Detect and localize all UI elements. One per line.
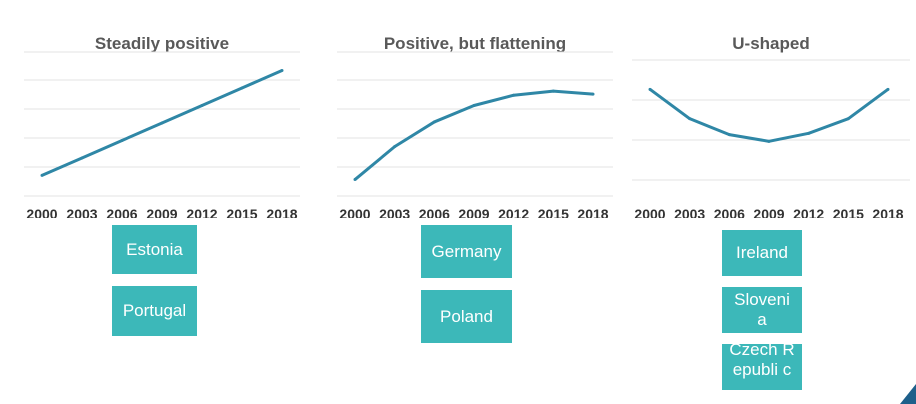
- data-point: [280, 69, 284, 73]
- chart-title: Steadily positive: [94, 34, 230, 53]
- data-point: [512, 93, 516, 97]
- x-tick-label: 2000: [26, 206, 58, 218]
- country-tag-portugal: Portugal: [112, 286, 197, 336]
- x-tick-label: 2006: [713, 206, 745, 218]
- x-tick-label: 2012: [498, 206, 530, 218]
- data-point: [353, 178, 357, 182]
- data-point: [80, 156, 84, 160]
- country-tag-ireland: Ireland: [722, 230, 802, 276]
- data-point: [551, 89, 555, 93]
- series-line: [649, 88, 889, 143]
- x-tick-label: 2018: [266, 206, 298, 218]
- data-point: [886, 87, 890, 91]
- chart-plot: [632, 59, 910, 181]
- data-point: [727, 133, 731, 137]
- data-point: [120, 138, 124, 142]
- country-tag-poland: Poland: [421, 290, 512, 343]
- x-tick-label: 2000: [634, 206, 666, 218]
- x-tick-label: 2009: [753, 206, 785, 218]
- data-point: [393, 145, 397, 149]
- chart-plot: [337, 51, 613, 197]
- x-tick-label: 2015: [832, 206, 864, 218]
- data-point: [688, 117, 692, 121]
- data-point: [200, 103, 204, 107]
- chart-steadily-positive: Steadily positive 2000 2003 2006 2009 2012 20…: [22, 0, 302, 220]
- data-point: [160, 121, 164, 125]
- corner-accent: [900, 384, 916, 404]
- x-tick-label: 2009: [146, 206, 178, 218]
- data-point: [472, 103, 476, 107]
- x-tick-label: 2006: [418, 206, 450, 218]
- x-tick-label: 2003: [674, 206, 706, 218]
- data-point: [846, 117, 850, 121]
- data-point: [767, 139, 771, 143]
- x-tick-label: 2015: [537, 206, 569, 218]
- data-point: [432, 120, 436, 124]
- x-tick-label: 2000: [339, 206, 371, 218]
- chart-positive-flattening: Positive, but flattening 2000 2003 2006 200…: [335, 0, 615, 220]
- x-tick-label: 2012: [186, 206, 218, 218]
- x-tick-label: 2018: [577, 206, 609, 218]
- country-tag-germany: Germany: [421, 225, 512, 278]
- data-point: [807, 131, 811, 135]
- country-tag-slovenia: Sloveni a: [722, 287, 802, 333]
- chart-u-shaped: U-shaped 2000 2003 2006 2009 2012 2015 2018: [630, 0, 912, 220]
- x-tick-label: 2012: [793, 206, 825, 218]
- data-point: [648, 87, 652, 91]
- x-tick-label: 2006: [106, 206, 138, 218]
- data-point: [591, 92, 595, 96]
- chart-title: Positive, but flattening: [383, 34, 567, 53]
- x-tick-label: 2003: [66, 206, 98, 218]
- x-tick-label: 2003: [379, 206, 411, 218]
- x-tick-label: 2009: [458, 206, 490, 218]
- x-tick-label: 2015: [226, 206, 258, 218]
- chart-plot: [24, 51, 300, 197]
- chart-title: U-shaped: [732, 34, 810, 53]
- data-point: [40, 173, 44, 177]
- x-tick-label: 2018: [872, 206, 904, 218]
- country-tag-czech-republic: Czech Republi c: [722, 344, 802, 390]
- country-tag-estonia: Estonia: [112, 225, 197, 274]
- data-point: [240, 86, 244, 90]
